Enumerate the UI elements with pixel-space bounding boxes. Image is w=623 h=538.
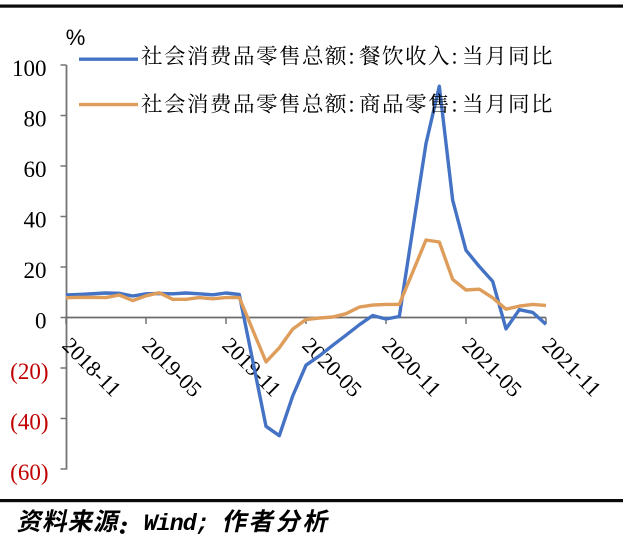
svg-text:80: 80 xyxy=(24,107,47,132)
svg-text:40: 40 xyxy=(24,208,47,233)
svg-text:100: 100 xyxy=(12,56,47,81)
svg-text:60: 60 xyxy=(24,157,47,182)
svg-text:%: % xyxy=(66,25,86,50)
svg-text:Wind;: Wind; xyxy=(144,511,209,538)
svg-text:0: 0 xyxy=(35,309,47,334)
svg-text:(20): (20) xyxy=(10,359,48,384)
svg-text:20: 20 xyxy=(24,258,47,283)
svg-text:(40): (40) xyxy=(10,410,48,435)
svg-text:(60): (60) xyxy=(10,460,48,485)
